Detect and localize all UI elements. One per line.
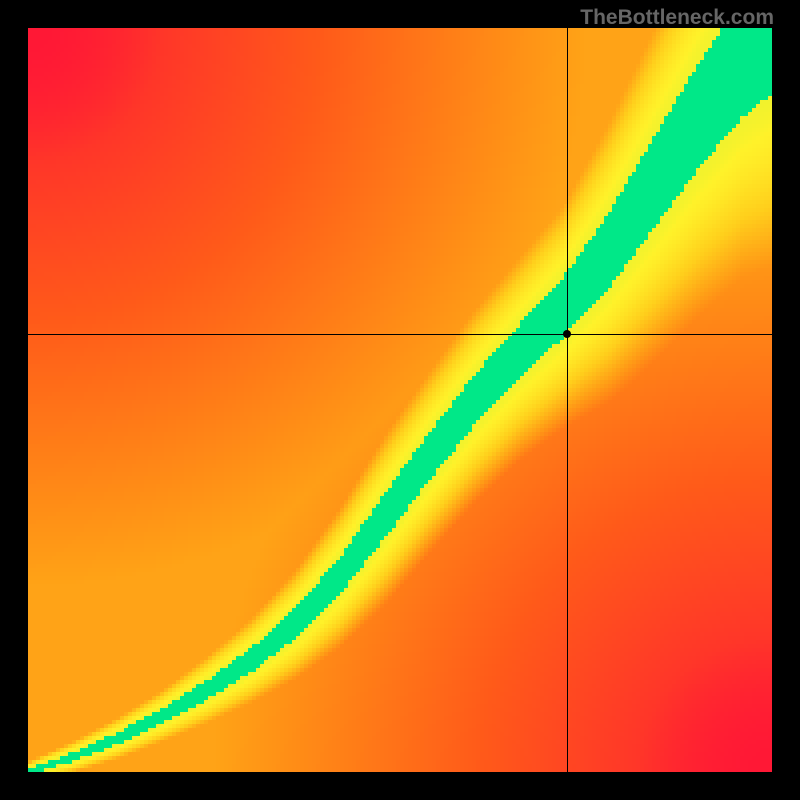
- chart-container: TheBottleneck.com: [0, 0, 800, 800]
- heatmap-canvas: [28, 28, 772, 772]
- watermark-text: TheBottleneck.com: [580, 6, 774, 30]
- crosshair-vertical: [567, 28, 568, 772]
- crosshair-marker: [563, 330, 571, 338]
- crosshair-horizontal: [28, 334, 772, 335]
- plot-area: [28, 28, 772, 772]
